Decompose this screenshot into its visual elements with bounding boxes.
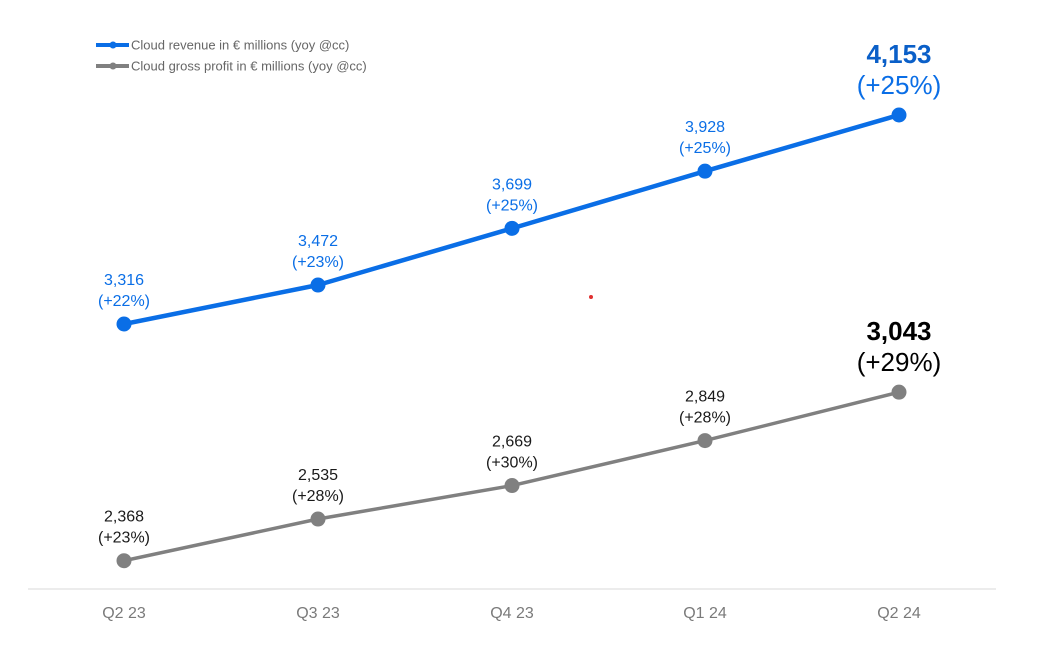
data-label-growth: (+25%) [486,197,538,214]
legend-swatch-marker [109,41,117,49]
data-label-growth: (+23%) [292,254,344,271]
data-label-value: 3,043 [866,316,931,346]
data-label-value: 3,699 [492,176,532,193]
data-point [310,277,326,293]
data-point [504,478,520,494]
data-label-growth: (+29%) [857,347,942,377]
series-line-cloud-gross-profit [122,390,901,563]
data-label-growth: (+28%) [679,410,731,427]
x-tick-label: Q3 23 [296,605,340,622]
data-point [891,107,907,123]
data-point [697,163,713,179]
series-line-cloud-revenue [121,112,902,327]
data-label-growth: (+23%) [98,530,150,547]
data-point [891,384,907,400]
data-point [310,511,326,527]
data-label-growth: (+22%) [98,293,150,310]
data-point [116,316,132,332]
data-label-value: 2,535 [298,467,338,484]
data-point [697,433,713,449]
data-label-value: 3,472 [298,233,338,250]
data-label-value: 3,928 [685,119,725,136]
data-label-growth: (+28%) [292,488,344,505]
legend-swatch-marker [109,62,117,70]
marker-dot [589,295,593,299]
x-axis-ticks: Q2 23 Q3 23 Q4 23 Q1 24 Q2 24 [102,605,921,622]
data-label-value: 3,316 [104,272,144,289]
data-label-value: 2,669 [492,434,532,451]
data-label-value: 4,153 [866,39,931,69]
series-layer: 3,316 (+22%) 3,472 (+23%) 3,699 (+25%) 3,928 (+… [98,39,942,569]
data-point [504,220,520,236]
data-point [116,553,132,569]
data-label-growth: (+25%) [857,70,942,100]
legend-label: Cloud revenue in € millions (yoy @cc) [131,38,349,53]
data-label-growth: (+30%) [486,455,538,472]
legend-label: Cloud gross profit in € millions (yoy @c… [131,59,367,74]
data-label-value: 2,368 [104,509,144,526]
legend: Cloud revenue in € millions (yoy @cc) Clo… [96,38,367,74]
x-tick-label: Q2 24 [877,605,921,622]
x-tick-label: Q1 24 [683,605,727,622]
data-label-value: 2,849 [685,389,725,406]
data-label-growth: (+25%) [679,140,731,157]
x-tick-label: Q2 23 [102,605,146,622]
x-tick-label: Q4 23 [490,605,534,622]
